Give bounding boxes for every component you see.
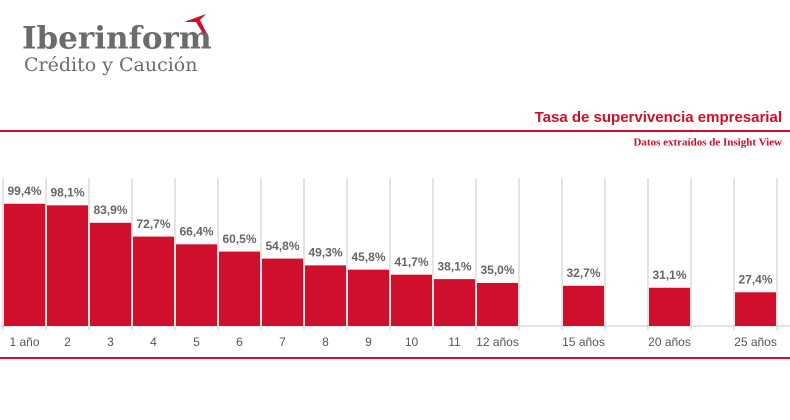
value-label: 66,4% (179, 224, 213, 238)
x-tick-label: 2 (64, 335, 71, 349)
value-label: 83,9% (93, 203, 127, 217)
value-label: 99,4% (7, 184, 41, 198)
x-tick-label: 15 años (562, 335, 605, 349)
bar (649, 287, 690, 326)
value-label: 49,3% (308, 246, 342, 260)
x-tick-label: 4 (150, 335, 157, 349)
bar (262, 258, 303, 326)
x-tick-label: 7 (279, 335, 286, 349)
logo-icon (184, 14, 207, 34)
x-tick-label: 8 (322, 335, 329, 349)
value-label: 98,1% (50, 186, 84, 200)
x-tick-label: 5 (193, 335, 200, 349)
value-label: 32,7% (566, 266, 600, 280)
value-label: 27,4% (738, 272, 772, 286)
value-label: 41,7% (394, 255, 428, 269)
x-tick-label: 11 (448, 335, 461, 349)
value-label: 45,8% (351, 250, 385, 264)
bar (391, 274, 432, 326)
bar (305, 265, 346, 326)
bar (47, 205, 88, 326)
chart-subtitle: Datos extraídos de Insight View (633, 137, 782, 149)
x-tick-label: 25 años (734, 335, 777, 349)
value-label: 35,0% (480, 263, 514, 277)
x-tick-label: 3 (107, 335, 114, 349)
bar (434, 279, 475, 326)
bar (348, 269, 389, 326)
bar (90, 222, 131, 326)
bar (133, 236, 174, 326)
bar (219, 251, 260, 326)
x-tick-label: 1 año (9, 335, 39, 349)
logo-name: Iberinform (22, 21, 212, 57)
bar (4, 203, 45, 326)
x-tick-label: 12 años (476, 335, 519, 349)
x-tick-label: 6 (236, 335, 243, 349)
x-tick-label: 20 años (648, 335, 691, 349)
x-tick-label: 10 (405, 335, 419, 349)
value-label: 60,5% (222, 232, 256, 246)
value-label: 38,1% (437, 259, 471, 273)
chart-title: Tasa de supervivencia empresarial (535, 109, 782, 126)
bar (477, 282, 518, 326)
value-label: 54,8% (265, 239, 299, 253)
bar (563, 285, 604, 326)
logo-tagline: Crédito y Caución (24, 54, 198, 76)
bar (176, 244, 217, 326)
value-label: 72,7% (136, 217, 170, 231)
x-tick-label: 9 (365, 335, 372, 349)
bar (735, 292, 776, 326)
value-label: 31,1% (652, 268, 686, 282)
